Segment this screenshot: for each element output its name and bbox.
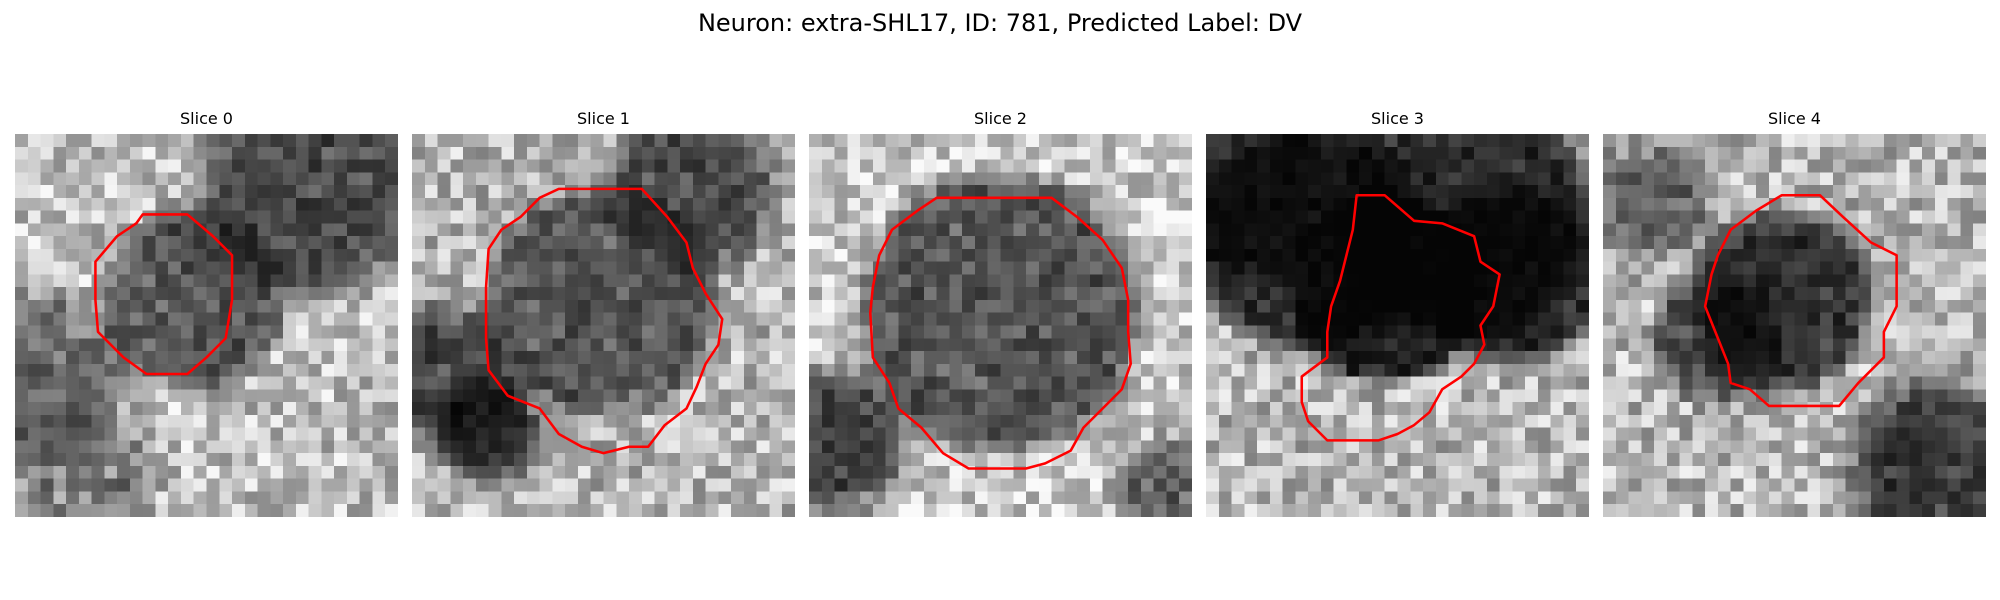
slice-panel-1: Slice 1 (412, 108, 795, 517)
cell-contour (1703, 194, 1898, 408)
slice-title: Slice 4 (1768, 109, 1821, 128)
slice-panel-4: Slice 4 (1603, 108, 1986, 517)
cell-contour (1300, 194, 1501, 442)
slice-image-2 (809, 134, 1192, 517)
slice-title: Slice 1 (577, 109, 630, 128)
slice-image-3 (1206, 134, 1589, 517)
slice-title: Slice 3 (1371, 109, 1424, 128)
cell-contour (94, 213, 234, 376)
slice-panel-0: Slice 0 (15, 108, 398, 517)
slice-image-1 (412, 134, 795, 517)
cell-contour (869, 196, 1132, 470)
slice-image-4 (1603, 134, 1986, 517)
slice-title: Slice 2 (974, 109, 1027, 128)
cell-contour (484, 187, 724, 455)
slice-panel-3: Slice 3 (1206, 108, 1589, 517)
slice-image-0 (15, 134, 398, 517)
slice-panel-2: Slice 2 (809, 108, 1192, 517)
slice-title: Slice 0 (180, 109, 233, 128)
figure-title: Neuron: extra-SHL17, ID: 781, Predicted … (697, 9, 1303, 37)
